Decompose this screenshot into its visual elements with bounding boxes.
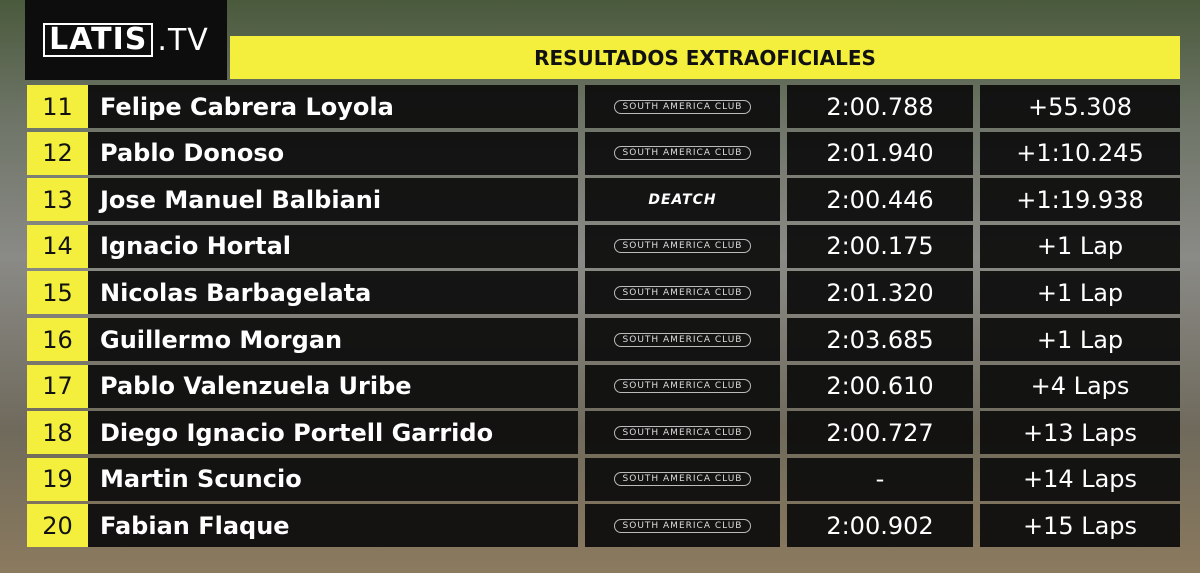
gap: +1:19.938 (980, 178, 1180, 222)
driver-name: Pablo Valenzuela Uribe (88, 364, 578, 408)
team: SOUTH AMERICA CLUB (585, 504, 780, 548)
driver-name: Felipe Cabrera Loyola (88, 85, 578, 128)
team-logo: SOUTH AMERICA CLUB (613, 146, 752, 161)
position: 17 (27, 364, 88, 408)
team: SOUTH AMERICA CLUB (585, 224, 780, 268)
gap: +1 Lap (980, 224, 1180, 268)
driver-name: Fabian Flaque (88, 504, 578, 548)
team: SOUTH AMERICA CLUB (585, 131, 780, 175)
best-lap: 2:01.940 (787, 131, 973, 175)
gap: +13 Laps (980, 411, 1180, 455)
position: 16 (27, 318, 88, 361)
driver-name: Pablo Donoso (88, 131, 578, 175)
team-logo: SOUTH AMERICA CLUB (613, 239, 752, 254)
position: 19 (27, 457, 88, 501)
best-lap: 2:00.727 (787, 411, 973, 455)
position: 20 (27, 504, 88, 548)
best-lap: 2:00.788 (787, 85, 973, 128)
team: DEATCH (585, 178, 780, 222)
best-lap: 2:00.175 (787, 224, 973, 268)
best-lap: - (787, 457, 973, 501)
best-lap: 2:00.446 (787, 178, 973, 222)
logo-text: LATIS (43, 23, 154, 57)
team: SOUTH AMERICA CLUB (585, 457, 780, 501)
team-logo: SOUTH AMERICA CLUB (613, 332, 752, 347)
best-lap: 2:00.610 (787, 364, 973, 408)
position: 13 (27, 178, 88, 222)
position: 18 (27, 411, 88, 455)
best-lap: 2:00.902 (787, 504, 973, 548)
position: 12 (27, 131, 88, 175)
logo-suffix: .TV (157, 22, 209, 58)
team: SOUTH AMERICA CLUB (585, 85, 780, 128)
gap: +1 Lap (980, 318, 1180, 361)
gap: +15 Laps (980, 504, 1180, 548)
team-logo: SOUTH AMERICA CLUB (613, 472, 752, 487)
driver-name: Nicolas Barbagelata (88, 271, 578, 315)
team: SOUTH AMERICA CLUB (585, 271, 780, 315)
driver-name: Martin Scuncio (88, 457, 578, 501)
gap: +1 Lap (980, 271, 1180, 315)
team-logo: SOUTH AMERICA CLUB (613, 99, 752, 114)
gap: +14 Laps (980, 457, 1180, 501)
best-lap: 2:03.685 (787, 318, 973, 361)
team-logo: DEATCH (648, 191, 717, 208)
logo: LATIS .TV (25, 0, 227, 80)
team-logo: SOUTH AMERICA CLUB (613, 379, 752, 394)
position: 14 (27, 224, 88, 268)
team-logo: SOUTH AMERICA CLUB (613, 425, 752, 440)
position: 15 (27, 271, 88, 315)
title-bar: RESULTADOS EXTRAOFICIALES (230, 36, 1180, 79)
team: SOUTH AMERICA CLUB (585, 411, 780, 455)
driver-name: Jose Manuel Balbiani (88, 178, 578, 222)
gap: +55.308 (980, 85, 1180, 128)
gap: +1:10.245 (980, 131, 1180, 175)
team: SOUTH AMERICA CLUB (585, 318, 780, 361)
driver-name: Diego Ignacio Portell Garrido (88, 411, 578, 455)
team-logo: SOUTH AMERICA CLUB (613, 518, 752, 533)
gap: +4 Laps (980, 364, 1180, 408)
driver-name: Ignacio Hortal (88, 224, 578, 268)
position: 11 (27, 85, 88, 128)
best-lap: 2:01.320 (787, 271, 973, 315)
driver-name: Guillermo Morgan (88, 318, 578, 361)
team-logo: SOUTH AMERICA CLUB (613, 285, 752, 300)
team: SOUTH AMERICA CLUB (585, 364, 780, 408)
